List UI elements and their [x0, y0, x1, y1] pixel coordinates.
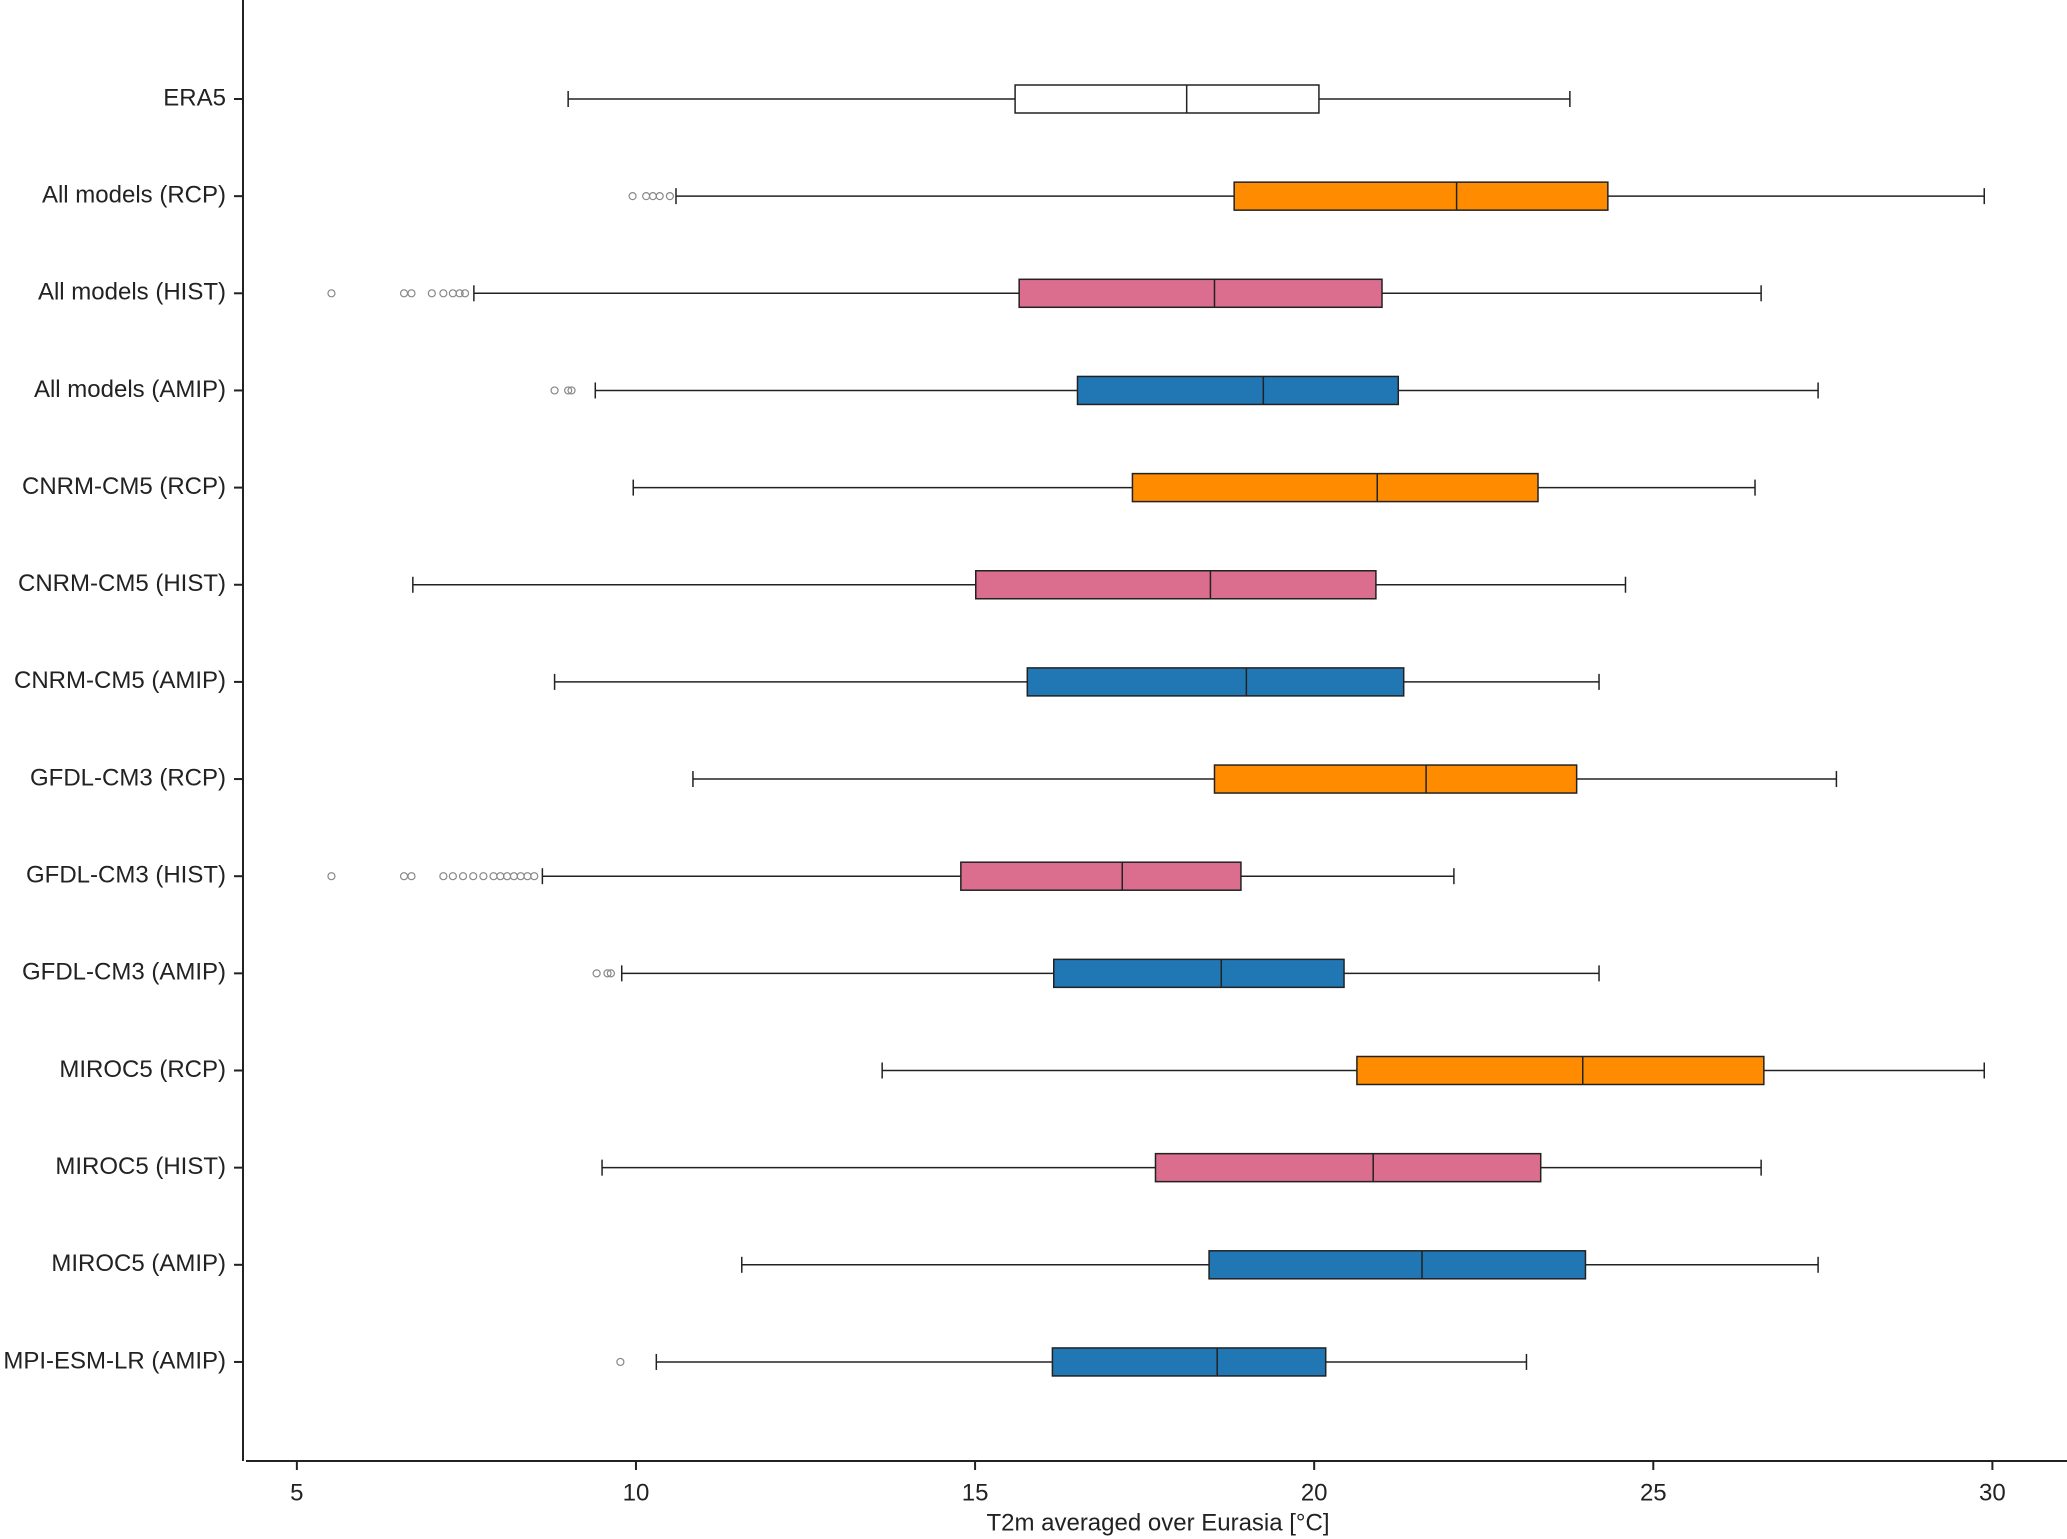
- outlier: [564, 386, 573, 395]
- outlier: [523, 872, 532, 881]
- x-tick-label: 10: [623, 1479, 650, 1506]
- box: [1014, 84, 1320, 114]
- outlier: [616, 1357, 625, 1367]
- outlier: [628, 192, 637, 201]
- outlier: [642, 192, 651, 201]
- outlier: [665, 192, 674, 201]
- outlier: [567, 386, 576, 395]
- x-tick-label: 30: [1979, 1479, 2006, 1506]
- outlier: [550, 386, 559, 395]
- outlier: [479, 872, 488, 881]
- outlier: [407, 872, 416, 881]
- outlier: [503, 872, 512, 881]
- box: [1018, 278, 1383, 309]
- box: [1208, 1250, 1587, 1280]
- box: [975, 570, 1377, 600]
- y-tick-label: ERA5: [163, 84, 226, 111]
- box: [1026, 667, 1405, 697]
- box: [1356, 1055, 1765, 1086]
- outlier: [448, 289, 457, 298]
- y-tick-label: CNRM-CM5 (AMIP): [14, 667, 226, 694]
- x-tick-label: 5: [290, 1479, 303, 1506]
- box: [1076, 375, 1400, 406]
- x-tick-label: 15: [962, 1479, 989, 1506]
- outlier: [530, 872, 539, 881]
- outlier: [458, 872, 468, 881]
- x-tick-label: 20: [1301, 1479, 1328, 1506]
- outlier: [407, 289, 416, 298]
- outlier: [603, 969, 612, 978]
- outlier: [439, 289, 448, 298]
- outlier: [655, 192, 664, 201]
- y-tick-label: All models (RCP): [42, 181, 226, 208]
- y-tick-label: GFDL-CM3 (RCP): [30, 764, 226, 791]
- box: [1154, 1152, 1542, 1183]
- box: [1053, 958, 1345, 989]
- y-tick-label: GFDL-CM3 (HIST): [26, 862, 226, 889]
- outlier: [399, 289, 409, 298]
- y-tick-label: All models (HIST): [38, 279, 226, 306]
- outlier: [606, 969, 615, 978]
- outlier: [455, 289, 464, 298]
- y-tick-label: MIROC5 (AMIP): [51, 1250, 226, 1277]
- y-tick-label: MIROC5 (HIST): [55, 1153, 226, 1180]
- outlier: [327, 872, 336, 881]
- outlier: [496, 872, 505, 881]
- y-tick-label: MPI-ESM-LR (AMIP): [3, 1347, 226, 1374]
- outlier: [427, 289, 436, 298]
- outlier: [648, 192, 658, 201]
- y-tick-label: All models (AMIP): [34, 376, 226, 403]
- outlier: [327, 289, 336, 298]
- outlier: [592, 969, 601, 978]
- outlier: [469, 872, 478, 881]
- x-tick-label: 25: [1640, 1479, 1667, 1506]
- box: [1131, 472, 1539, 503]
- outlier: [448, 872, 457, 881]
- outlier: [516, 872, 525, 881]
- x-axis-label: T2m averaged over Eurasia [°C]: [986, 1509, 1329, 1536]
- y-tick-label: CNRM-CM5 (RCP): [22, 473, 226, 500]
- y-tick-label: CNRM-CM5 (HIST): [18, 570, 226, 597]
- outlier: [399, 872, 409, 881]
- y-tick-label: GFDL-CM3 (AMIP): [22, 959, 226, 986]
- outlier: [489, 872, 498, 881]
- y-tick-label: MIROC5 (RCP): [59, 1056, 226, 1083]
- outlier: [460, 289, 470, 298]
- box: [960, 861, 1242, 891]
- box: [1213, 764, 1578, 794]
- box: [1233, 181, 1609, 211]
- box: [1051, 1347, 1327, 1377]
- outlier: [439, 872, 448, 881]
- outlier: [509, 872, 518, 881]
